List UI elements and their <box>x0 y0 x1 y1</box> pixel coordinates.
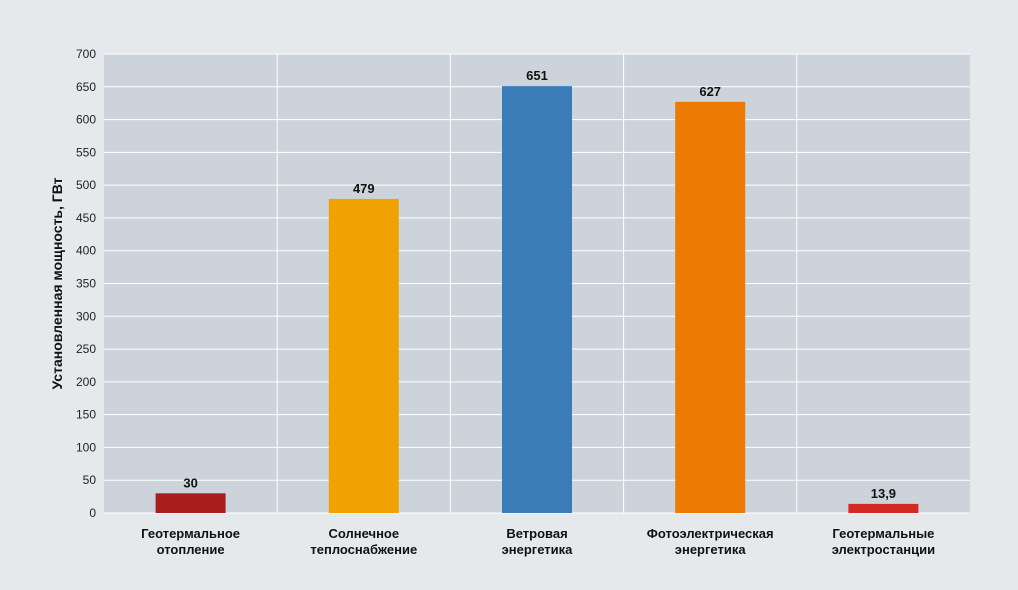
bar <box>155 493 226 513</box>
x-category-label: Ветровая <box>506 526 567 541</box>
y-axis-title: Установленная мощность, ГВт <box>49 177 65 389</box>
x-category-label: энергетика <box>502 542 574 557</box>
x-category-label: теплоснабжение <box>310 542 417 557</box>
data-labels: 30 479 651 627 13,9 <box>183 68 896 501</box>
x-category-label: Солнечное <box>329 526 400 541</box>
y-tick-label: 200 <box>76 375 96 389</box>
bars <box>155 86 919 514</box>
y-tick-label: 650 <box>76 80 96 94</box>
y-tick-label: 300 <box>76 309 96 323</box>
bar-value-label: 627 <box>699 84 721 99</box>
y-tick-label: 550 <box>76 145 96 159</box>
bar-value-label: 30 <box>183 475 197 490</box>
bar <box>328 198 399 514</box>
x-category-label: энергетика <box>675 542 747 557</box>
y-tick-label: 50 <box>83 473 97 487</box>
y-tick-label: 600 <box>76 113 96 127</box>
x-category-label: Геотермальное <box>141 526 240 541</box>
y-tick-label: 700 <box>76 47 96 61</box>
y-tick-label: 0 <box>89 506 96 520</box>
x-category-label: Фотоэлектрическая <box>647 526 774 541</box>
y-tick-label: 400 <box>76 244 96 258</box>
x-category-label: Геотермальные <box>832 526 934 541</box>
bar-value-label: 651 <box>526 68 548 83</box>
y-tick-label: 250 <box>76 342 96 356</box>
x-category-label: электростанции <box>832 542 935 557</box>
y-tick-label: 450 <box>76 211 96 225</box>
y-tick-label: 100 <box>76 440 96 454</box>
y-axis-ticks: 0 50 100 150 200 250 300 350 400 450 500 550 600 650 7… <box>76 47 96 520</box>
y-tick-label: 350 <box>76 277 96 291</box>
bar-value-label: 479 <box>353 181 375 196</box>
bar <box>502 86 572 513</box>
y-tick-label: 150 <box>76 408 96 422</box>
bar-value-label: 13,9 <box>871 486 896 501</box>
y-tick-label: 500 <box>76 178 96 192</box>
bar <box>848 503 919 513</box>
x-category-label: отопление <box>157 542 225 557</box>
bar <box>675 101 746 514</box>
